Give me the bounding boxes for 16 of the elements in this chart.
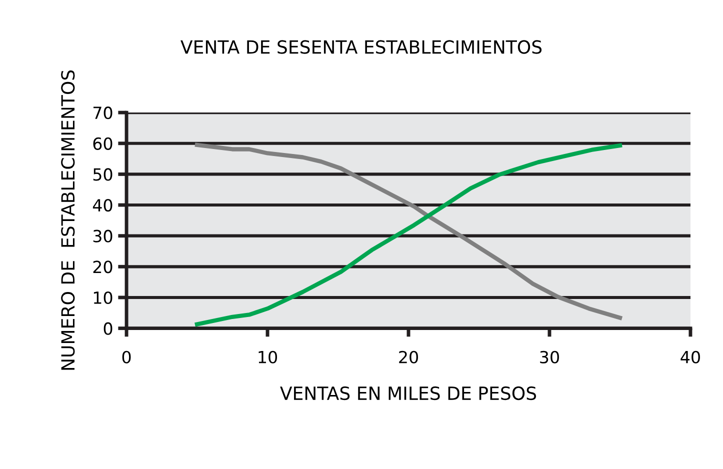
x-tick-label: 40 (680, 350, 700, 364)
y-tick-label: 0 (104, 322, 112, 335)
y-tick-label: 60 (93, 137, 112, 150)
x-tick-label: 30 (540, 350, 559, 364)
y-tick-label: 10 (94, 291, 112, 304)
x-tick-label: 20 (399, 350, 418, 364)
x-tick-label: 10 (258, 350, 278, 364)
y-tick-label: 30 (93, 230, 112, 242)
y-tick-label: 40 (92, 198, 112, 212)
x-tick-label: 0 (122, 350, 131, 364)
y-tick-label: 50 (93, 168, 112, 181)
x-axis-title: VENTAS EN MILES DE PESOS (280, 386, 536, 400)
y-tick-label: 20 (93, 260, 112, 274)
y-axis-title: NUMERO DE ESTABLECIMIENTOS (61, 70, 75, 370)
chart-title: VENTA DE SESENTA ESTABLECIMIENTOS (180, 40, 542, 54)
y-tick-label: 70 (93, 106, 112, 120)
